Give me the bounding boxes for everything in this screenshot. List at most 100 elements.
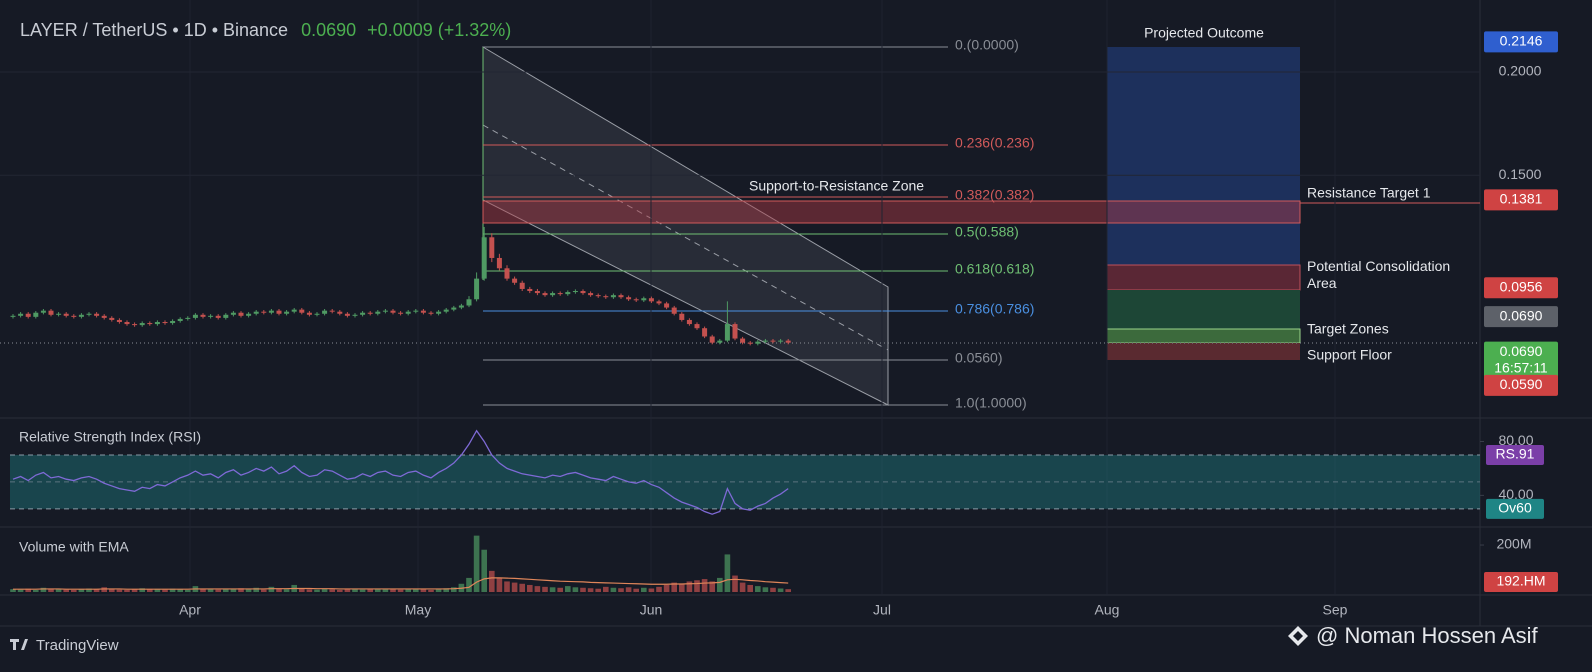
volume-bar (344, 589, 351, 592)
volume-bar (671, 582, 677, 592)
volume-bar (116, 589, 123, 592)
candle-body (686, 319, 692, 325)
volume-bar (169, 588, 176, 592)
fib-label: 0.(0.0000) (955, 37, 1019, 53)
candle-body (223, 314, 229, 318)
volume-bar (337, 589, 343, 592)
fib-label: 0.618(0.618) (955, 261, 1034, 277)
volume-bar (587, 588, 594, 592)
candle-body (109, 317, 115, 320)
series-layer: 0.(0.0000) 0.236(0.236) 0.382(0.382) 0.5(0.… (0, 0, 1558, 618)
volume-bar (10, 589, 16, 592)
y-tick-label: 80.00 (1498, 432, 1533, 448)
candle-body (785, 340, 791, 343)
credit: @ Noman Hossen Asif (1316, 623, 1539, 648)
price-tag-label: 0.0690 (1500, 343, 1543, 359)
volume-bar (162, 589, 168, 592)
candle-body (420, 310, 426, 313)
candle-body (352, 314, 358, 316)
candle-body (565, 292, 571, 295)
candle-body (86, 313, 92, 315)
volume-bar (701, 579, 708, 592)
candle-body (762, 340, 768, 342)
candle-body (101, 315, 107, 318)
candle-body (48, 310, 54, 315)
candle-body (94, 313, 100, 316)
candle-body (124, 322, 130, 325)
candle-body (71, 315, 77, 317)
volume-bar (283, 589, 290, 592)
target-zone-box (1106, 328, 1301, 344)
x-tick-label: May (405, 602, 431, 618)
rsi-badge-label: Ov60 (1498, 500, 1532, 516)
candle-body (246, 313, 252, 316)
volume-bar (40, 587, 47, 592)
volume-bar (481, 549, 487, 592)
candle-body (664, 303, 670, 308)
volume-bar (504, 581, 510, 592)
volume-bar (633, 588, 639, 592)
last-price: 0.0690 (301, 20, 356, 40)
candle-body (405, 311, 411, 314)
price-tag-label: 0.0690 (1500, 307, 1543, 323)
candle-body (778, 340, 784, 342)
candle-body (572, 291, 578, 293)
volume-bar (527, 584, 533, 592)
symbol: LAYER / TetherUS • 1D • Binance (20, 20, 288, 40)
volume-title: Volume with EMA (19, 539, 129, 555)
rsi-badge-label: RS.91 (1496, 446, 1535, 462)
volume-bar (147, 589, 153, 592)
volume-bar (230, 589, 237, 592)
candle-body (671, 307, 677, 314)
volume-badge (1484, 572, 1558, 592)
rsi-badge (1486, 444, 1544, 465)
credit-icon (1288, 626, 1308, 646)
volume-bar (276, 588, 282, 592)
volume-bar (25, 588, 31, 592)
volume-bar (686, 581, 693, 592)
volume-bar (603, 586, 609, 592)
volume-bar (314, 589, 320, 592)
candle-body (238, 312, 244, 316)
volume-bar (679, 583, 685, 592)
candle-body (481, 237, 487, 279)
price-tag-timer: 16:57:11 (1494, 359, 1548, 375)
volume-bar (397, 589, 404, 592)
volume-bar (405, 589, 411, 592)
volume-bar (565, 586, 571, 592)
volume-bar (663, 584, 670, 592)
volume-bar (641, 587, 647, 592)
candle-body (504, 268, 510, 279)
brand: TradingView (36, 637, 119, 654)
candle-body (610, 295, 616, 298)
candle-body (466, 299, 472, 306)
rsi-line (12, 429, 789, 515)
y-tick-label: 40.00 (1498, 486, 1533, 502)
volume-bar (473, 535, 480, 592)
candle-body (732, 324, 738, 339)
candle-body (557, 293, 563, 295)
candle-body (436, 311, 442, 314)
volume-bar (595, 588, 601, 592)
y-tick-label: 200M (1496, 536, 1531, 552)
fib-label: 1.0(1.0000) (955, 395, 1027, 411)
volume-ema (13, 577, 789, 590)
volume-bar (618, 588, 624, 592)
candle-body (33, 312, 39, 317)
fib-label: 0.786(0.786) (955, 301, 1034, 317)
candle-body (56, 313, 62, 315)
price-tag-label: 0.0956 (1500, 278, 1543, 294)
candle-body (588, 293, 594, 296)
volume-bar (443, 588, 449, 592)
volume-bar (572, 587, 579, 592)
candle-body (200, 314, 206, 317)
volume-bar (177, 589, 183, 592)
y-tick-label: 0.1500 (1499, 166, 1542, 182)
rsi-title: Relative Strength Index (RSI) (19, 429, 201, 445)
fib-label: 0.5(0.588) (955, 224, 1019, 240)
price-tag (1484, 189, 1558, 211)
candle-body (306, 312, 312, 315)
volume-bar (124, 589, 130, 592)
candle-body (253, 311, 259, 314)
